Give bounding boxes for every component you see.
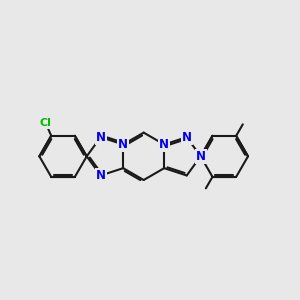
Text: Cl: Cl (40, 118, 52, 128)
Text: N: N (96, 169, 106, 182)
Text: N: N (96, 131, 106, 144)
Text: N: N (159, 138, 169, 151)
Text: N: N (118, 138, 128, 151)
Text: N: N (182, 131, 192, 144)
Text: N: N (196, 150, 206, 163)
